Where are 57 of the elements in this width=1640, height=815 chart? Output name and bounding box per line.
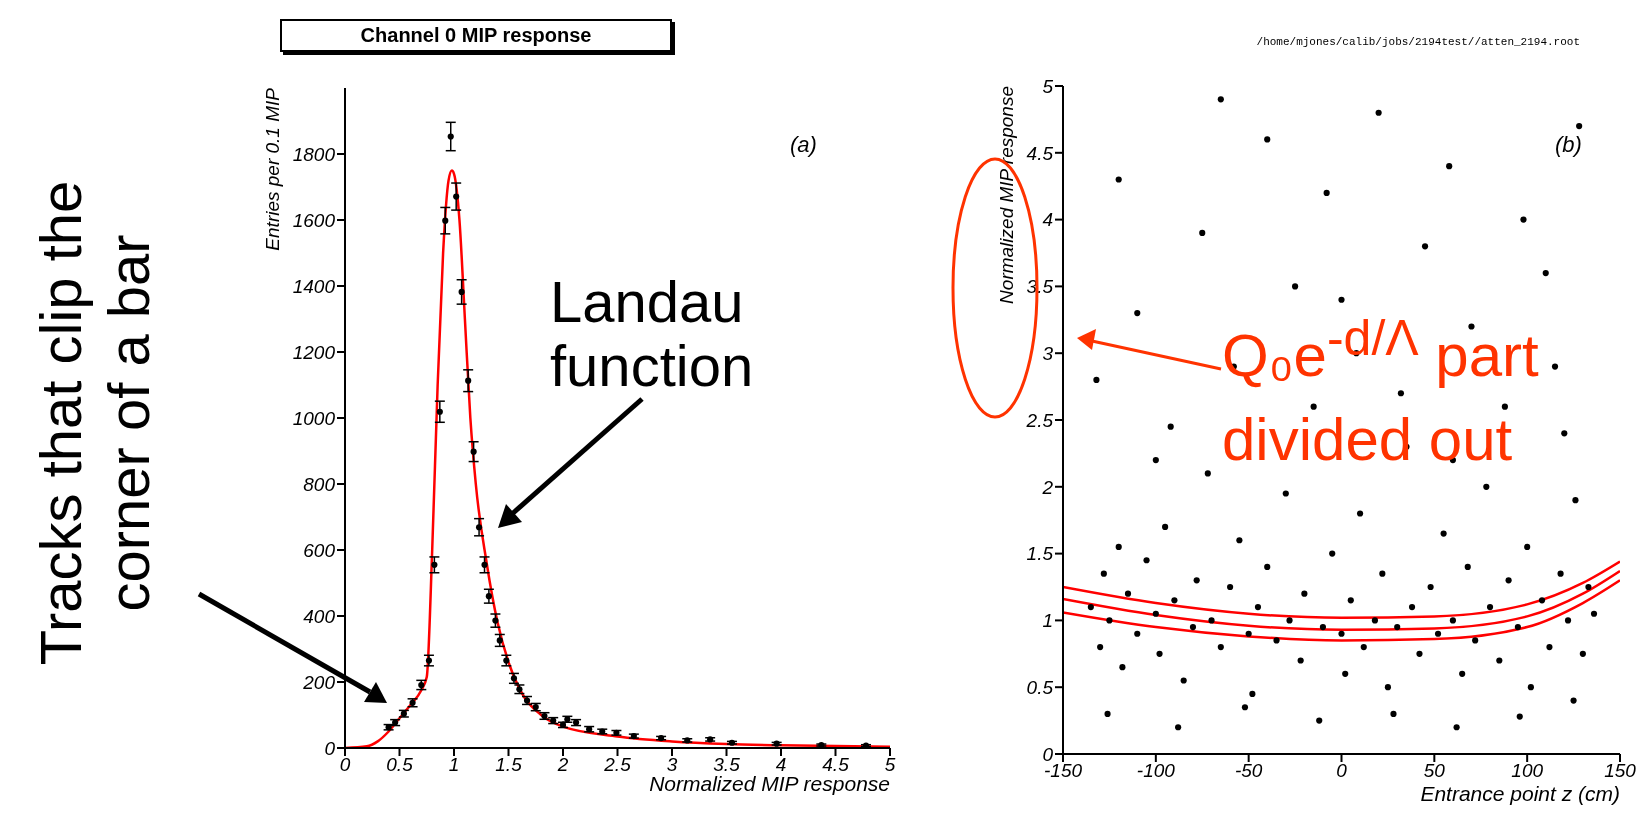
x-tick-label: 2 <box>556 754 569 776</box>
point <box>475 524 483 531</box>
x-tick-label: 150 <box>1604 760 1637 782</box>
point <box>431 561 438 568</box>
point <box>442 217 449 224</box>
y-tick-label: 4 <box>1042 209 1053 231</box>
line-series <box>1063 560 1620 619</box>
y-tick-label: 1800 <box>292 143 336 165</box>
x-tick-label: 100 <box>1511 760 1544 782</box>
y-tick-label: 600 <box>303 539 336 561</box>
y-tick-label: 2.5 <box>1025 409 1054 431</box>
y-tick-label: 5 <box>1042 75 1054 97</box>
point <box>465 377 472 384</box>
point <box>496 637 503 644</box>
y-tick-label: 3 <box>1042 342 1054 364</box>
annotation: (a) <box>790 132 817 158</box>
x-tick-label: 1.5 <box>495 754 523 776</box>
line-series <box>1063 579 1620 642</box>
point <box>485 593 492 600</box>
point <box>470 448 477 455</box>
annotation: Q₀e$^{-d/Λ}$ part divided out <box>1222 309 1540 475</box>
point <box>492 617 499 624</box>
text: /home/mjones/calib/jobs/2194test//atten_2194.root <box>1255 36 1580 48</box>
x-tick-label: -150 <box>1043 760 1083 782</box>
point <box>447 133 454 140</box>
y-tick-label: 1400 <box>292 275 336 297</box>
x-tick-label: 2.5 <box>603 754 632 776</box>
y-axis-title: Entries per 0.1 MIP <box>262 88 284 251</box>
point <box>481 561 488 568</box>
y-tick-label: 800 <box>303 473 336 495</box>
x-tick-label: -50 <box>1234 760 1263 782</box>
y-tick-label: 400 <box>303 605 336 627</box>
x-tick-label: 0 <box>339 754 351 776</box>
y-tick-label: 0 <box>324 737 336 759</box>
annotation: Landau function <box>550 269 755 398</box>
y-tick-label: 1600 <box>292 209 336 231</box>
chart-title: Channel 0 MIP response <box>280 19 672 52</box>
y-tick-label: 2 <box>1041 476 1054 498</box>
x-tick-label: 0.5 <box>386 754 414 776</box>
annotation: (b) <box>1555 132 1582 158</box>
y-tick-label: 1000 <box>292 407 336 429</box>
y-tick-label: 1.5 <box>1026 543 1054 565</box>
point <box>436 408 443 415</box>
x-tick-label: 50 <box>1423 760 1446 782</box>
x-axis-title: Entrance point z (cm) <box>1419 782 1620 806</box>
y-tick-label: 200 <box>302 671 336 693</box>
point <box>453 193 460 200</box>
x-tick-label: 1 <box>448 754 460 776</box>
x-tick-label: 0 <box>1336 760 1348 782</box>
x-tick-label: -100 <box>1136 760 1176 782</box>
point <box>458 288 465 296</box>
y-tick-label: 1200 <box>292 341 336 363</box>
y-tick-label: 4.5 <box>1026 142 1054 164</box>
y-axis-title: Normalized MIP response <box>996 86 1018 304</box>
y-tick-label: 0.5 <box>1026 676 1054 698</box>
text: Tracks that clip the corner of a bar <box>27 179 162 668</box>
y-tick-label: 1 <box>1042 610 1053 632</box>
